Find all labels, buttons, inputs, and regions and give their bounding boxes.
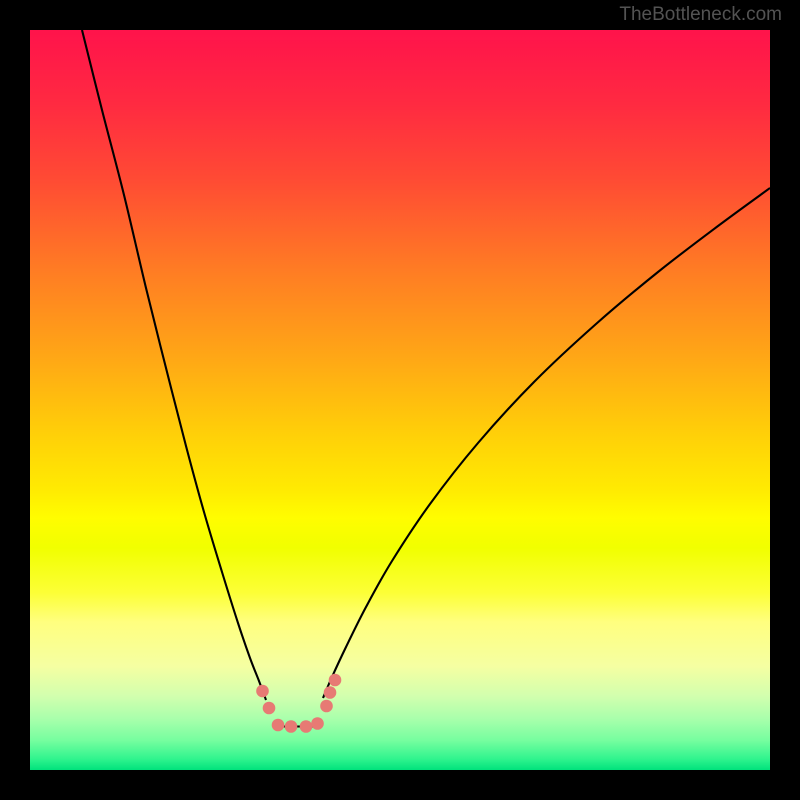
valley-marker <box>256 685 269 698</box>
valley-marker <box>320 700 333 713</box>
gradient-background <box>30 30 770 770</box>
valley-marker <box>329 674 342 687</box>
watermark-text: TheBottleneck.com <box>619 4 782 26</box>
valley-marker <box>285 720 298 733</box>
valley-marker <box>324 686 337 699</box>
valley-marker <box>300 720 313 733</box>
valley-marker <box>272 719 285 732</box>
chart-svg <box>30 30 770 770</box>
valley-marker <box>311 717 324 730</box>
plot-area <box>30 30 770 770</box>
valley-marker <box>263 702 276 715</box>
